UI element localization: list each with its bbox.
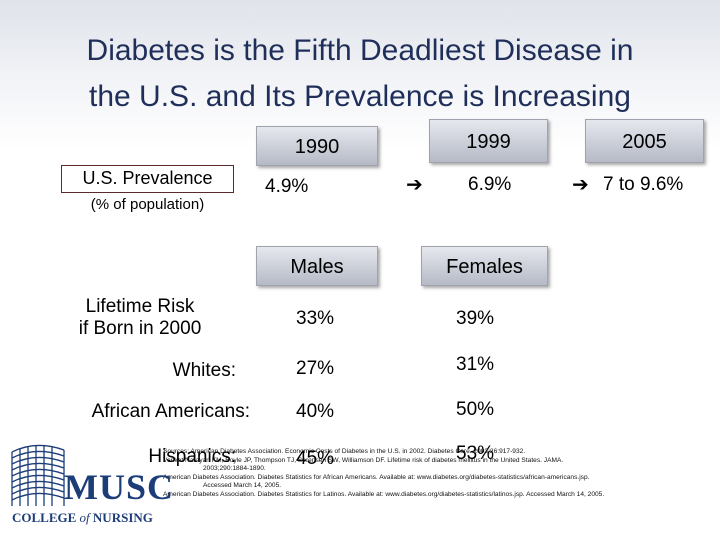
title-line-1: Diabetes is the Fifth Deadliest Disease … bbox=[86, 34, 634, 67]
females-header: Females bbox=[421, 246, 548, 286]
year-1990-text: 1990 bbox=[294, 136, 340, 158]
source-line: American Diabetes Association. Diabetes … bbox=[163, 490, 605, 498]
source-line: American Diabetes Association. Diabetes … bbox=[163, 473, 590, 481]
right-arrow-icon: ➔ bbox=[572, 174, 589, 196]
prevalence-sublabel: (% of population) bbox=[90, 196, 205, 213]
source-line: Venkat Narayan KM, Boyle JP, Thompson TJ… bbox=[163, 456, 564, 464]
prevalence-value-1990: 4.9% bbox=[265, 176, 309, 197]
sources-footnote: Sources: American Diabetes Association. … bbox=[163, 448, 715, 500]
males-african-americans-value: 40% bbox=[296, 401, 335, 422]
logo-sub-suffix: NURSING bbox=[92, 510, 153, 525]
logo-sub-of: of bbox=[79, 510, 90, 525]
year-header-1990: 1990 bbox=[256, 126, 378, 166]
row-label-whites: Whites: bbox=[172, 360, 236, 381]
logo-subtitle: COLLEGE of NURSING bbox=[12, 510, 153, 526]
logo-sub-prefix: COLLEGE bbox=[12, 510, 77, 525]
females-lifetime-value: 39% bbox=[456, 308, 495, 329]
females-african-americans-value: 50% bbox=[456, 399, 495, 420]
males-whites-value: 27% bbox=[296, 358, 335, 379]
musc-logo: MUSC COLLEGE of NURSING bbox=[6, 438, 173, 538]
row-label-lifetime-risk: Lifetime Risk if Born in 2000 bbox=[40, 296, 240, 340]
males-header: Males bbox=[256, 246, 378, 286]
row-label-lifetime-risk-line1: Lifetime Risk bbox=[85, 296, 195, 317]
right-arrow-icon: ➔ bbox=[406, 174, 423, 196]
year-header-2005: 2005 bbox=[585, 119, 704, 163]
females-whites-value: 31% bbox=[456, 354, 495, 375]
year-2005-text: 2005 bbox=[622, 131, 667, 153]
title-line-2: the U.S. and Its Prevalence is Increasin… bbox=[89, 80, 631, 113]
source-line: 2003;290:1884-1890. bbox=[203, 465, 266, 473]
prevalence-value-1999: 6.9% bbox=[468, 174, 512, 195]
row-label-lifetime-risk-line2: if Born in 2000 bbox=[78, 318, 202, 339]
year-1999-text: 1999 bbox=[466, 131, 511, 153]
males-hispanics-value: 45% bbox=[296, 448, 335, 469]
prevalence-value-2005: 7 to 9.6% bbox=[603, 174, 684, 195]
females-header-text: Females bbox=[446, 256, 523, 278]
slide-title: Diabetes is the Fifth Deadliest Disease … bbox=[0, 28, 720, 120]
logo-name: MUSC bbox=[64, 467, 174, 507]
males-lifetime-value: 33% bbox=[296, 308, 335, 329]
building-icon bbox=[11, 444, 65, 506]
prevalence-label: U.S. Prevalence bbox=[82, 168, 213, 188]
prevalence-label-box: U.S. Prevalence bbox=[61, 165, 234, 193]
source-line: Sources: American Diabetes Association. … bbox=[163, 448, 526, 455]
row-label-hispanics: Hispanics: bbox=[148, 446, 236, 467]
source-line: Accessed March 14, 2005. bbox=[203, 482, 282, 490]
year-header-1999: 1999 bbox=[429, 119, 548, 163]
males-header-text: Males bbox=[290, 256, 344, 278]
females-hispanics-value: 53% bbox=[456, 443, 495, 464]
row-label-african-americans: African Americans: bbox=[91, 401, 250, 422]
